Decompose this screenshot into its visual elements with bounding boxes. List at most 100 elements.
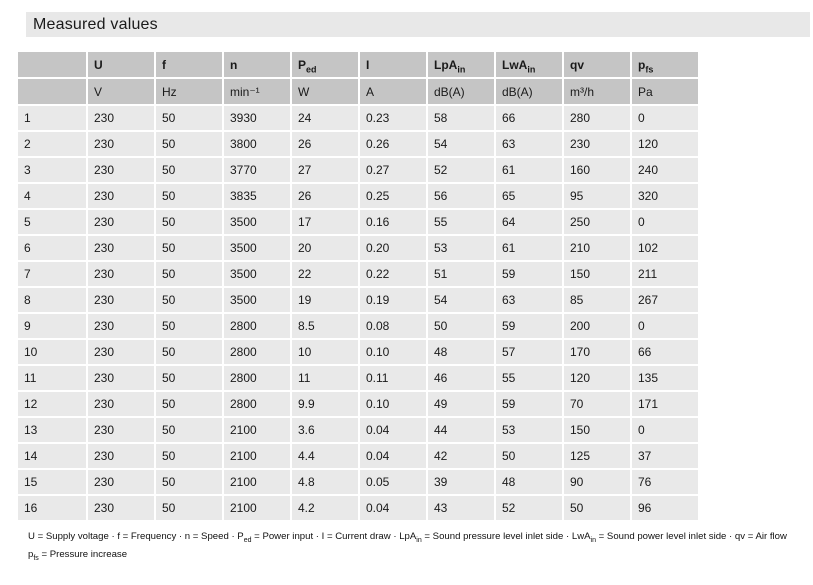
table-cell: 4.2 [292, 496, 358, 520]
table-cell: 211 [632, 262, 698, 286]
table-cell: 52 [428, 158, 494, 182]
table-cell: 59 [496, 392, 562, 416]
table-cell: 59 [496, 314, 562, 338]
column-unit: V [88, 79, 154, 104]
column-header: qv [564, 52, 630, 77]
table-cell: 53 [428, 236, 494, 260]
table-cell: 0.10 [360, 392, 426, 416]
table-cell: 160 [564, 158, 630, 182]
table-cell: 44 [428, 418, 494, 442]
table-cell: 0.27 [360, 158, 426, 182]
table-cell: 0.08 [360, 314, 426, 338]
table-cell: 200 [564, 314, 630, 338]
table-cell: 50 [156, 366, 222, 390]
table-cell: 9.9 [292, 392, 358, 416]
legend-footer: U = Supply voltage · f = Frequency · n =… [28, 531, 798, 567]
table-row: 7 230 50 3500 22 0.22 51 59 150 211 [18, 262, 698, 286]
table-cell: 3.6 [292, 418, 358, 442]
table-cell: 50 [156, 496, 222, 520]
column-unit: dB(A) [496, 79, 562, 104]
table-cell: 50 [156, 210, 222, 234]
column-header: Ped [292, 52, 358, 77]
table-cell: 0 [632, 314, 698, 338]
table-cell: 63 [496, 132, 562, 156]
column-header: f [156, 52, 222, 77]
table-row: 6 230 50 3500 20 0.20 53 61 210 102 [18, 236, 698, 260]
table-cell: 230 [88, 340, 154, 364]
row-number: 16 [18, 496, 86, 520]
table-cell: 50 [564, 496, 630, 520]
table-cell: 57 [496, 340, 562, 364]
table-cell: 54 [428, 288, 494, 312]
table-row: 10 230 50 2800 10 0.10 48 57 170 66 [18, 340, 698, 364]
table-cell: 96 [632, 496, 698, 520]
column-header: pfs [632, 52, 698, 77]
table-cell: 64 [496, 210, 562, 234]
table-cell: 42 [428, 444, 494, 468]
table-cell: 0.19 [360, 288, 426, 312]
table-cell: 66 [496, 106, 562, 130]
row-number: 7 [18, 262, 86, 286]
table-cell: 230 [88, 444, 154, 468]
column-unit: min⁻¹ [224, 79, 290, 104]
table-cell: 50 [156, 158, 222, 182]
table-cell: 240 [632, 158, 698, 182]
table-cell: 230 [88, 132, 154, 156]
table-cell: 10 [292, 340, 358, 364]
table-cell: 50 [156, 132, 222, 156]
table-cell: 320 [632, 184, 698, 208]
table-cell: 0.05 [360, 470, 426, 494]
table-cell: 50 [156, 314, 222, 338]
column-header: LpAin [428, 52, 494, 77]
column-header: LwAin [496, 52, 562, 77]
table-cell: 2800 [224, 340, 290, 364]
table-cell: 54 [428, 132, 494, 156]
page-title: Measured values [33, 15, 158, 33]
column-unit: A [360, 79, 426, 104]
table-cell: 230 [88, 106, 154, 130]
table-row: 1 230 50 3930 24 0.23 58 66 280 0 [18, 106, 698, 130]
table-cell: 170 [564, 340, 630, 364]
table-cell: 230 [564, 132, 630, 156]
column-unit: Pa [632, 79, 698, 104]
legend-line-2: pfs = Pressure increase [28, 548, 128, 562]
table-cell: 85 [564, 288, 630, 312]
table-cell: 0.04 [360, 496, 426, 520]
table-cell: 4.8 [292, 470, 358, 494]
table-cell: 280 [564, 106, 630, 130]
table-cell: 3770 [224, 158, 290, 182]
table-cell: 230 [88, 210, 154, 234]
table-cell: 0.11 [360, 366, 426, 390]
table-row: 14 230 50 2100 4.4 0.04 42 50 125 37 [18, 444, 698, 468]
table-cell: 26 [292, 184, 358, 208]
table-cell: 120 [564, 366, 630, 390]
table-cell: 95 [564, 184, 630, 208]
table-cell: 3500 [224, 288, 290, 312]
table-cell: 66 [632, 340, 698, 364]
table-cell: 2800 [224, 314, 290, 338]
table-cell: 2800 [224, 392, 290, 416]
row-number: 10 [18, 340, 86, 364]
table-cell: 230 [88, 184, 154, 208]
table-cell: 0.25 [360, 184, 426, 208]
table-cell: 49 [428, 392, 494, 416]
table-cell: 0.04 [360, 418, 426, 442]
table-cell: 3500 [224, 262, 290, 286]
column-header: n [224, 52, 290, 77]
table-cell: 230 [88, 262, 154, 286]
table-cell: 61 [496, 158, 562, 182]
legend-line-1: U = Supply voltage · f = Frequency · n =… [28, 531, 787, 544]
table-cell: 230 [88, 288, 154, 312]
table-cell: 50 [156, 184, 222, 208]
table-cell: 230 [88, 392, 154, 416]
table-cell: 0 [632, 418, 698, 442]
row-number: 15 [18, 470, 86, 494]
table-cell: 22 [292, 262, 358, 286]
table-cell: 3500 [224, 236, 290, 260]
table-row: 15 230 50 2100 4.8 0.05 39 48 90 76 [18, 470, 698, 494]
table-cell: 230 [88, 470, 154, 494]
table-cell: 0 [632, 106, 698, 130]
table-cell: 46 [428, 366, 494, 390]
